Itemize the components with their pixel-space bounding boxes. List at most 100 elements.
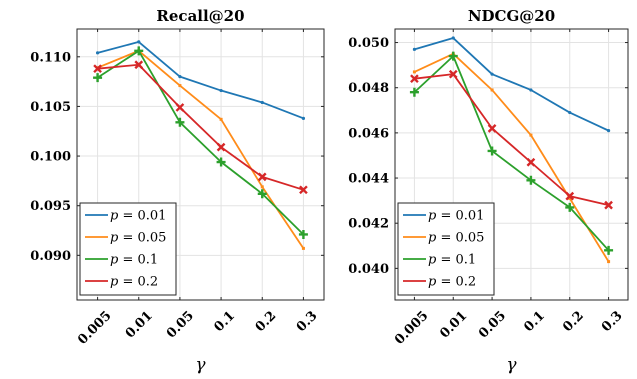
recall-series-p-0-2 [93,60,308,195]
y-tick-label: 0.090 [30,249,71,264]
data-point [219,117,223,121]
y-tick-label: 0.048 [348,81,389,96]
y-tick-label: 0.105 [30,100,71,115]
data-point [93,64,102,74]
data-point [412,47,417,51]
data-point [216,157,226,167]
data-point [529,133,533,137]
legend-label: p = 0.2 [428,275,476,290]
recall-series-p-0-1 [93,46,308,239]
data-point [487,124,497,133]
ndcg-series-p-0-1 [409,51,614,255]
data-point [490,88,494,92]
x-tick-label: 0.1 [212,308,239,335]
legend-label: p = 0.1 [428,253,476,268]
x-tick-label: 0.005 [75,308,114,347]
data-point [565,191,575,201]
ndcg-series-p-0-2 [410,69,613,210]
data-point [301,246,305,250]
legend-label: p = 0.2 [110,275,158,290]
data-point [409,87,419,97]
data-point [137,40,141,44]
legend-label: p = 0.1 [110,253,158,268]
data-point [529,88,533,92]
data-point [175,103,185,112]
series-line [414,37,609,132]
data-point [568,110,572,115]
legend-label: p = 0.01 [428,209,484,224]
data-point [260,185,264,189]
y-tick-label: 0.042 [348,217,389,232]
data-point [490,72,494,76]
data-point [607,260,611,264]
legend-label: p = 0.01 [110,209,166,224]
y-tick-label: 0.050 [348,36,389,51]
data-point [565,202,575,212]
recall-chart-panel: Recall@20 0.090 0.095 0.100 0.105 0.110 0.005 0… [30,7,325,375]
data-point [216,142,226,152]
x-tick-label: 0.1 [521,308,548,335]
recall-series-p-0-01 [95,40,306,120]
y-tick-label: 0.095 [30,199,71,214]
x-tick-label: 0.05 [476,308,509,341]
data-point [95,51,100,55]
data-point [298,229,308,239]
ndcg-legend: p = 0.01 p = 0.05 p = 0.1 p = 0.2 [397,202,495,296]
data-point [178,75,182,79]
series-line [97,41,304,120]
data-point [487,146,497,156]
y-tick-label: 0.044 [348,172,389,187]
data-point [257,189,267,199]
x-tick-label: 0.01 [123,308,156,341]
x-tick-label: 0.2 [253,308,280,335]
data-point [412,70,416,74]
ndcg-series-p-0-01 [412,36,611,133]
data-point [301,116,306,120]
y-tick-label: 0.110 [30,50,71,65]
ndcg-plot-frame [394,28,629,301]
data-point [410,74,419,84]
recall-legend: p = 0.01 p = 0.05 p = 0.1 p = 0.2 [79,202,177,296]
data-point [604,245,614,255]
data-point [134,60,144,70]
legend-box [397,202,495,296]
recall-chart-title: Recall@20 [156,7,244,25]
x-tick-label: 0.01 [437,308,470,341]
data-point [178,84,182,88]
recall-x-axis-label: γ [195,355,206,375]
legend-label: p = 0.05 [110,231,166,246]
data-point [606,129,611,133]
recall-plot-frame [76,28,325,301]
data-point [299,185,308,195]
data-point [604,200,613,210]
x-tick-label: 0.05 [164,308,197,341]
ndcg-x-axis-label: γ [506,355,517,375]
series-line [97,49,305,236]
y-tick-label: 0.046 [348,126,389,141]
y-tick-label: 0.100 [30,150,71,165]
data-point [448,51,458,61]
data-point [568,196,572,200]
data-point [257,172,267,182]
y-tick-label: 0.040 [348,262,389,277]
data-point [93,73,103,83]
data-point [260,100,264,105]
series-line [413,55,610,251]
series-line [414,73,609,207]
x-tick-label: 0.005 [392,308,431,347]
series-line [414,52,610,263]
x-tick-label: 0.3 [599,308,626,335]
ndcg-chart-panel: NDCG@20 0.040 0.042 0.044 0.046 0.048 0.050 0.0… [348,7,629,375]
data-point [526,157,536,167]
ndcg-chart-title: NDCG@20 [468,7,555,25]
data-point [448,69,458,79]
x-tick-label: 0.3 [294,308,321,335]
data-point [175,117,185,127]
legend-label: p = 0.05 [428,231,484,246]
series-line [97,63,304,191]
data-point [219,88,223,93]
data-point [526,175,536,185]
data-point [134,46,144,56]
legend-box [79,202,177,296]
